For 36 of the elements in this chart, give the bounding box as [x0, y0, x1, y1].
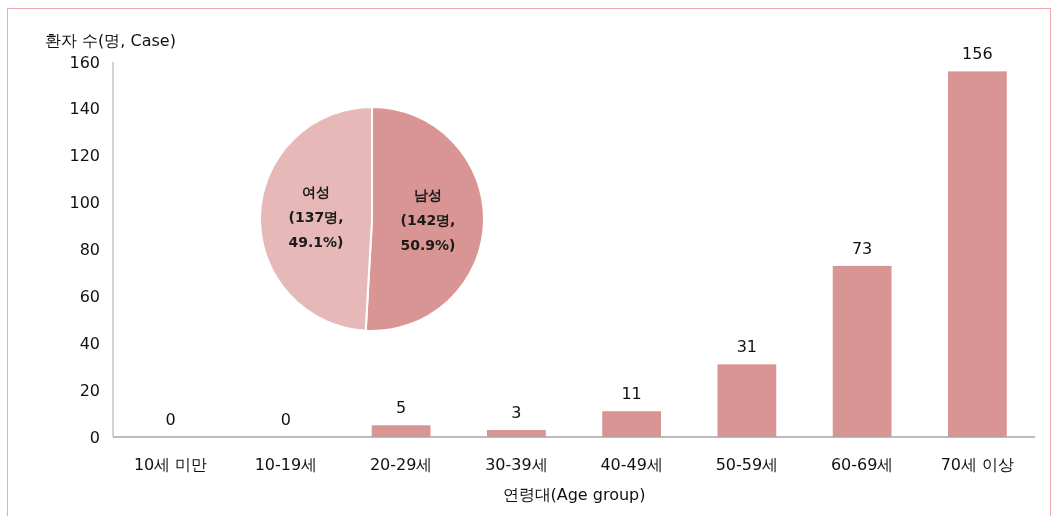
x-tick-label: 10-19세 — [254, 455, 318, 474]
data-label: 0 — [280, 410, 291, 429]
y-tick-label: 140 — [69, 99, 100, 119]
data-label: 5 — [396, 398, 407, 418]
x-axis-title: 연령대(Age group) — [502, 485, 646, 504]
y-tick-label: 60 — [79, 286, 100, 306]
bar — [947, 71, 1007, 437]
x-tick-label: 20-29세 — [369, 455, 433, 474]
slice-label: 남성 — [413, 187, 442, 204]
data-label: 156 — [962, 44, 993, 64]
data-label: 0 — [165, 410, 176, 429]
bar — [602, 411, 662, 437]
slice-label: 여성 — [302, 184, 331, 201]
y-tick-label: 0 — [89, 427, 100, 447]
bar — [832, 265, 892, 437]
x-tick-label: 10세 미만 — [133, 455, 208, 474]
y-tick-label: 100 — [69, 193, 100, 213]
bar — [371, 425, 431, 437]
data-label: (142명, 50.9%) — [400, 212, 456, 254]
x-tick-label: 50-59세 — [715, 455, 779, 474]
y-tick-label: 120 — [69, 146, 100, 166]
x-tick-label: 40-49세 — [600, 455, 663, 474]
y-tick-label: 80 — [79, 240, 100, 260]
y-tick-label: 160 — [69, 52, 100, 72]
data-label: 73 — [851, 238, 873, 258]
data-label: 31 — [736, 337, 758, 357]
data-label: 11 — [621, 384, 642, 404]
data-label: (137명, 49.1%) — [288, 209, 344, 251]
x-tick-label: 70세 이상 — [940, 455, 1015, 474]
data-label: 3 — [511, 402, 522, 422]
y-axis-title: 환자 수(명, Case) — [45, 31, 176, 50]
bar — [717, 364, 777, 437]
y-tick-label: 40 — [79, 333, 100, 353]
y-tick-label: 20 — [79, 380, 100, 400]
x-tick-label: 30-39세 — [485, 455, 548, 474]
x-tick-label: 60-69세 — [830, 455, 894, 474]
